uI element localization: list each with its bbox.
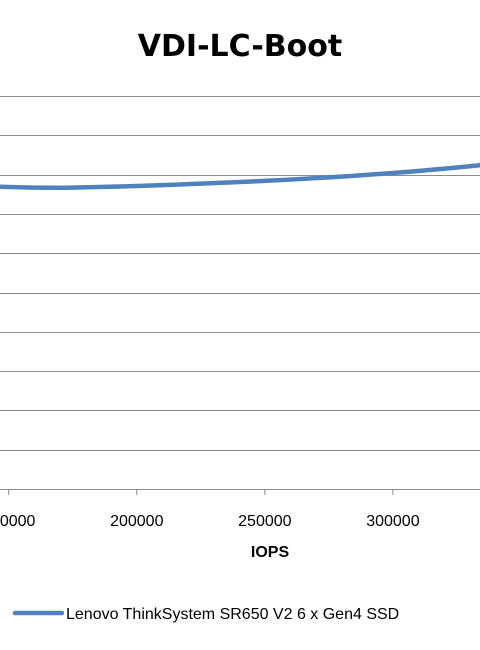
- series-layer: [0, 162, 480, 190]
- x-tick-label: 300000: [366, 513, 419, 530]
- legend-label: Lenovo ThinkSystem SR650 V2 6 x Gen4 SSD: [66, 606, 399, 623]
- x-axis-title: IOPS: [251, 544, 290, 561]
- legend: Lenovo ThinkSystem SR650 V2 6 x Gen4 SSD: [12, 606, 399, 623]
- x-tick-label: 250000: [238, 513, 291, 530]
- x-tick-label: 200000: [110, 513, 163, 530]
- x-tick-label: 150000: [0, 513, 36, 530]
- x-tick-labels: 150000 200000 250000 300000: [0, 489, 420, 530]
- chart-title: VDI-LC-Boot: [138, 29, 342, 64]
- series-line-0: [0, 162, 480, 190]
- gridlines: [0, 96, 480, 490]
